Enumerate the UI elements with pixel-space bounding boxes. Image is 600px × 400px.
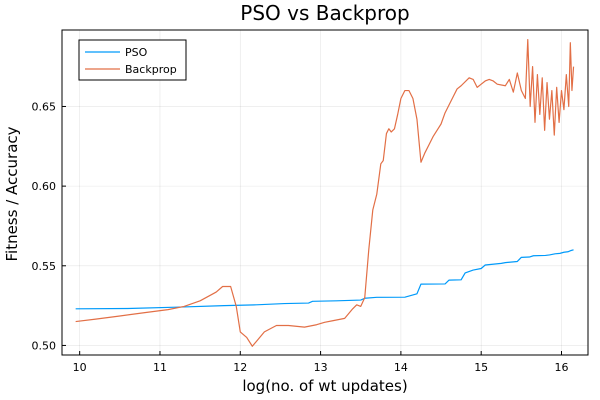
series-line-backprop	[75, 38, 575, 347]
legend-label-pso: PSO	[125, 46, 148, 59]
y-tick-label: 0.50	[32, 339, 57, 352]
y-axis-label: Fitness / Accuracy	[3, 126, 21, 261]
x-tick-label: 10	[73, 361, 87, 374]
x-axis-label: log(no. of wt updates)	[242, 377, 407, 395]
x-tick-label: 12	[233, 361, 247, 374]
legend: PSO Backprop	[78, 39, 187, 81]
legend-box	[78, 39, 187, 81]
x-tick-label: 13	[314, 361, 328, 374]
y-tick-label: 0.60	[32, 180, 57, 193]
x-tick-label: 16	[554, 361, 568, 374]
grid-layer	[62, 30, 588, 355]
y-tick-label: 0.55	[32, 260, 57, 273]
series-line-pso	[75, 249, 574, 310]
x-tick-label: 11	[153, 361, 167, 374]
x-tick-label: 15	[474, 361, 488, 374]
legend-label-backprop: Backprop	[125, 63, 177, 76]
tick-layer: 10 11 12 13 14 15 16 0.50 0.55 0.60 0.65	[32, 100, 569, 374]
plot-frame	[61, 29, 589, 356]
x-tick-label: 14	[394, 361, 408, 374]
y-tick-label: 0.65	[32, 100, 57, 113]
chart-title: PSO vs Backprop	[240, 1, 409, 25]
series-layer	[75, 38, 575, 347]
